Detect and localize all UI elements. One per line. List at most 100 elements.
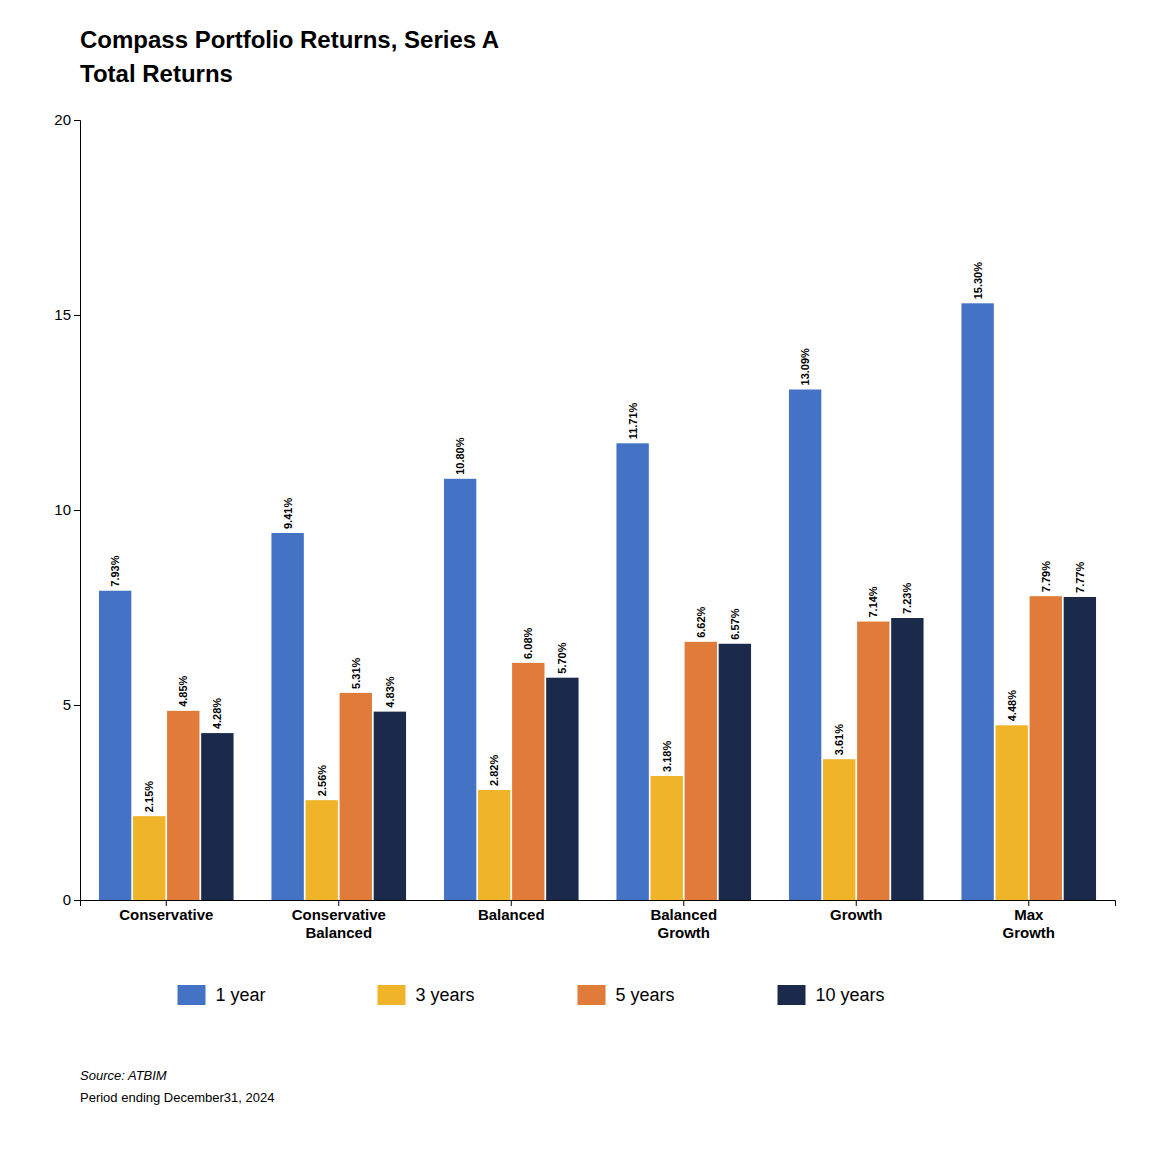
y-tick: 20 <box>54 111 80 128</box>
bar <box>857 622 889 900</box>
data-label: 7.77% <box>1074 562 1086 593</box>
bar <box>823 759 855 900</box>
bar <box>306 800 338 900</box>
bar <box>685 642 717 900</box>
chart-svg: Compass Portfolio Returns, Series A Total… <box>0 0 1155 1155</box>
bar <box>996 725 1028 900</box>
bar <box>167 711 199 900</box>
data-label: 3.18% <box>661 741 673 772</box>
bar <box>1030 596 1062 900</box>
data-label: 2.82% <box>488 755 500 786</box>
y-tick-label: 5 <box>63 696 71 713</box>
legend-label: 3 years <box>416 985 475 1005</box>
x-tick: Balanced <box>478 900 545 923</box>
x-tick: MaxGrowth <box>1003 900 1056 941</box>
bar-series <box>167 596 1062 900</box>
y-tick-label: 20 <box>54 111 71 128</box>
data-label: 4.28% <box>211 698 223 729</box>
bar <box>271 533 303 900</box>
data-label: 13.09% <box>799 348 811 386</box>
annotation: Source: ATBIM <box>80 1068 167 1083</box>
legend: 1 year 3 years 5 years 10 years <box>178 985 885 1005</box>
data-label: 5.70% <box>556 642 568 673</box>
legend-label: 5 years <box>616 985 675 1005</box>
bar-series <box>99 303 994 900</box>
y-tick-mark <box>74 510 80 511</box>
data-label: 7.93% <box>109 555 121 586</box>
x-tick-label: Conservative <box>119 906 213 923</box>
y-axis: 0 5 10 15 20 <box>54 111 80 908</box>
data-label: 7.79% <box>1040 561 1052 592</box>
legend-swatch <box>178 985 206 1005</box>
y-tick-mark <box>74 705 80 706</box>
data-label: 15.30% <box>972 262 984 300</box>
x-tick-label: MaxGrowth <box>1003 906 1056 941</box>
y-tick: 0 <box>63 891 80 908</box>
y-tick: 5 <box>63 696 80 713</box>
bar <box>478 790 510 900</box>
data-label: 10.80% <box>454 437 466 475</box>
data-label: 4.48% <box>1006 690 1018 721</box>
bars <box>99 303 1096 900</box>
legend-swatch <box>778 985 806 1005</box>
legend-item: 3 years <box>378 985 475 1005</box>
bar <box>340 693 372 900</box>
data-label: 2.15% <box>143 781 155 812</box>
legend-swatch <box>578 985 606 1005</box>
legend-label: 1 year <box>216 985 266 1005</box>
legend-item: 1 year <box>178 985 266 1005</box>
data-label: 7.23% <box>901 583 913 614</box>
data-label: 6.08% <box>522 627 534 658</box>
y-tick-mark <box>74 315 80 316</box>
annotations: Source: ATBIMPeriod ending December31, 2… <box>80 1068 274 1105</box>
y-tick: 10 <box>54 501 80 518</box>
y-tick-mark <box>74 120 80 121</box>
x-tick-label: ConservativeBalanced <box>292 906 386 941</box>
bar <box>1064 597 1096 900</box>
x-tick: BalancedGrowth <box>650 900 717 941</box>
data-label: 6.57% <box>729 608 741 639</box>
bar <box>512 663 544 900</box>
data-label: 2.56% <box>316 765 328 796</box>
y-tick: 15 <box>54 306 80 323</box>
x-axis-line <box>81 901 1116 907</box>
plot: 7.93% 9.41% 10.80% 11.71% 13.09% 15.30% 2.15% 2… <box>54 111 1115 940</box>
x-tick: ConservativeBalanced <box>292 900 386 941</box>
data-label: 6.62% <box>695 606 707 637</box>
x-tick: Conservative <box>119 900 213 923</box>
subtitle: Total Returns <box>80 60 233 87</box>
bar-series <box>201 597 1096 900</box>
x-tick-label: Balanced <box>478 906 545 923</box>
legend-label: 10 years <box>816 985 885 1005</box>
y-tick-label: 15 <box>54 306 71 323</box>
y-tick-mark <box>74 900 80 901</box>
data-label: 4.85% <box>177 675 189 706</box>
y-axis-line <box>74 121 81 901</box>
legend-item: 5 years <box>578 985 675 1005</box>
bar <box>616 443 648 900</box>
y-tick-label: 10 <box>54 501 71 518</box>
bar <box>651 776 683 900</box>
legend-swatch <box>378 985 406 1005</box>
data-label: 9.41% <box>282 498 294 529</box>
bar <box>201 733 233 900</box>
x-tick-label: Growth <box>830 906 883 923</box>
legend-item: 10 years <box>778 985 885 1005</box>
data-label: 5.31% <box>350 658 362 689</box>
data-labels: 7.93% 9.41% 10.80% 11.71% 13.09% 15.30% 2.15% 2… <box>109 262 1086 812</box>
data-label: 3.61% <box>833 724 845 755</box>
bar <box>719 644 751 900</box>
title: Compass Portfolio Returns, Series A <box>80 26 499 53</box>
bar <box>546 678 578 900</box>
bar <box>789 389 821 900</box>
bar <box>891 618 923 900</box>
data-label: 11.71% <box>627 402 639 439</box>
bar <box>444 479 476 900</box>
chart-container: Compass Portfolio Returns, Series A Total… <box>0 0 1155 1155</box>
x-tick: Growth <box>830 900 883 923</box>
bar <box>961 303 993 900</box>
bar <box>99 591 131 900</box>
x-tick-label: BalancedGrowth <box>650 906 717 941</box>
data-label: 4.83% <box>384 676 396 707</box>
bar <box>374 712 406 900</box>
